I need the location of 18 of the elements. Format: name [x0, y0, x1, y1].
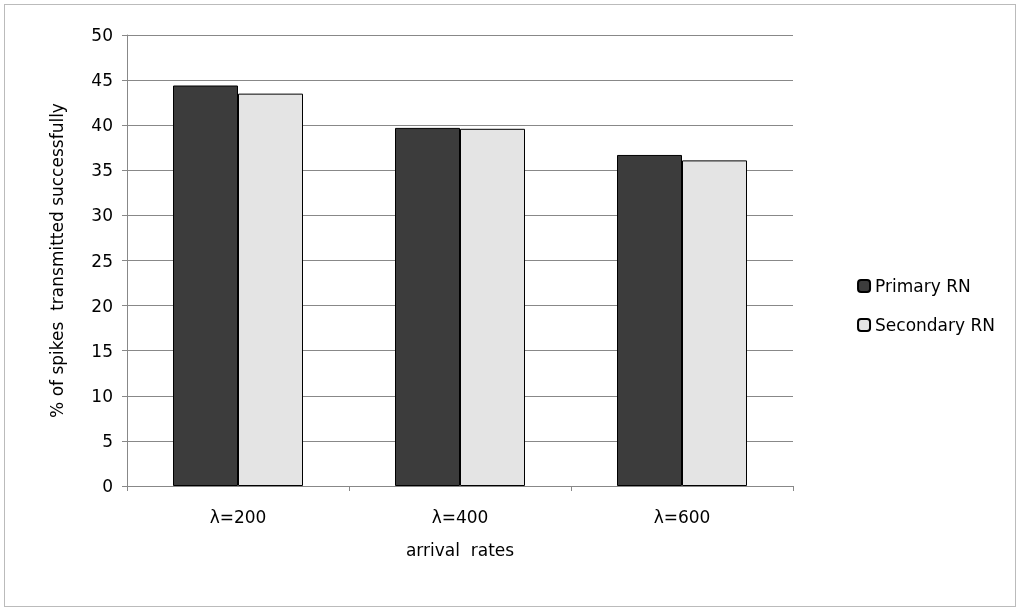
- y-tick-label: 15: [91, 340, 113, 361]
- y-tick-label: 0: [102, 476, 113, 496]
- y-axis-title: % of spikes transmitted successfully: [46, 103, 67, 418]
- y-tick-label: 45: [91, 70, 113, 91]
- y-tick-label: 30: [91, 205, 113, 226]
- y-tick-label: 25: [91, 250, 113, 271]
- y-tick-label: 20: [91, 295, 113, 316]
- x-tick-label: λ=200: [209, 506, 267, 527]
- y-tick-label: 35: [91, 160, 113, 181]
- y-tick-label: 5: [102, 430, 113, 451]
- y-tick-label: 10: [91, 385, 113, 406]
- x-tick-label: λ=400: [431, 506, 489, 527]
- legend-label: Secondary RN: [875, 315, 996, 335]
- x-tick-label: λ=600: [653, 506, 711, 527]
- legend-label: Primary RN: [875, 276, 971, 296]
- y-tick-label: 40: [91, 115, 113, 136]
- x-axis-title: arrival rates: [405, 539, 515, 560]
- y-tick-label: 50: [91, 25, 113, 45]
